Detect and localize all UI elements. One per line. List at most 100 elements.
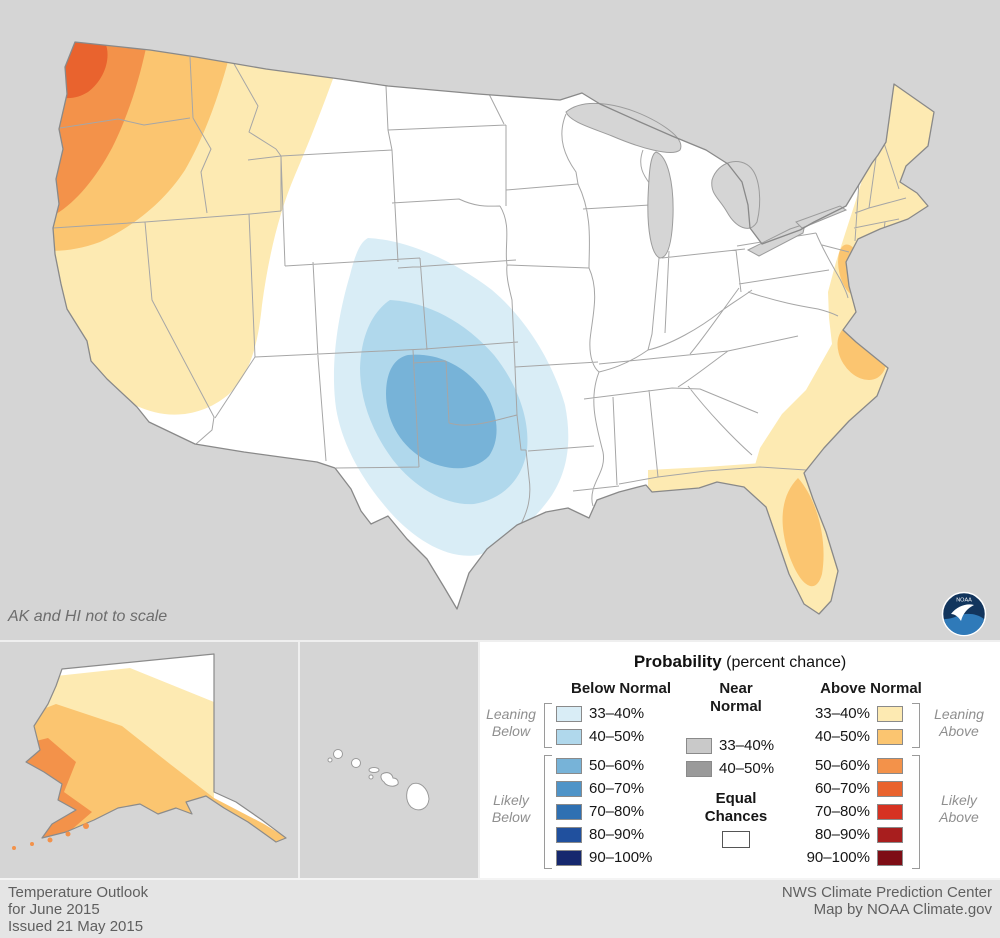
- hawaii-islands: [327, 749, 430, 811]
- footer-source: NWS Climate Prediction Center: [781, 884, 992, 901]
- hawaii-ocean: [300, 642, 478, 878]
- legend-row: 70–80%: [798, 800, 903, 823]
- swatch-near-33-40: [686, 737, 712, 754]
- lake-huron: [711, 161, 761, 229]
- noaa-bird-icon: [951, 604, 974, 621]
- legend-panel: Probability (percent chance) Below Norma…: [480, 640, 1000, 878]
- swatch-below-80-90: [556, 826, 582, 843]
- island-molokai: [368, 767, 380, 773]
- label-likely-above: Likely Above: [939, 792, 979, 825]
- legend-row: 40–50%: [686, 757, 774, 780]
- noaa-logo: NOAA: [941, 591, 987, 637]
- swatch-below-40-50: [556, 728, 582, 745]
- label-leaning-below: Leaning Below: [486, 706, 536, 739]
- noaa-logo-sea: [944, 613, 984, 635]
- island-kauai: [333, 749, 343, 759]
- footer-issued: Issued 21 May 2015: [8, 918, 144, 935]
- island-maui: [380, 772, 399, 787]
- swatch-above-33-40: [877, 705, 903, 722]
- island-oahu: [351, 758, 361, 768]
- hawaii-map: [300, 642, 478, 878]
- legend-header-near: Near Normal: [710, 680, 762, 715]
- swatch-below-70-80: [556, 803, 582, 820]
- legend-row: 50–60%: [798, 754, 903, 777]
- footer-period: for June 2015: [8, 901, 100, 918]
- range-label: 40–50%: [719, 760, 775, 777]
- swatch-equal-chances: [722, 831, 750, 848]
- swatch-above-40-50: [877, 728, 903, 745]
- swatch-above-50-60: [877, 757, 903, 774]
- noaa-logo-text: NOAA: [956, 598, 972, 604]
- legend-below-column: 33–40% 40–50% 50–60% 60–70% 70–80% 80–90…: [556, 702, 652, 869]
- equal-chances: Equal Chances: [676, 790, 796, 848]
- lake-michigan: [647, 151, 674, 259]
- label-leaning-above: Leaning Above: [934, 706, 984, 739]
- legend-above-column: 33–40% 40–50% 50–60% 60–70% 70–80% 80–90…: [798, 702, 903, 869]
- legend-title-word: Probability: [633, 652, 722, 671]
- footer-credit: Map by NOAA Climate.gov: [813, 901, 992, 918]
- legend-row: 70–80%: [556, 800, 652, 823]
- lake-ontario: [795, 205, 848, 229]
- swatch-below-90-100: [556, 849, 582, 866]
- state-borders: [53, 56, 907, 525]
- footer-right: NWS Climate Prediction Center Map by NOA…: [782, 884, 992, 934]
- alaska-inset: [0, 640, 300, 878]
- bracket-likely-below: [544, 755, 552, 869]
- region-above-40-50-florida: [782, 478, 824, 587]
- legend-row: 80–90%: [556, 823, 652, 846]
- bracket-leaning-below: [544, 703, 552, 748]
- legend-header-below: Below Normal: [570, 680, 672, 697]
- us-probability-map: [52, 41, 935, 615]
- legend-row: 33–40%: [798, 702, 903, 725]
- great-lakes: [565, 102, 848, 259]
- legend-near-column: 33–40% 40–50%: [686, 734, 774, 780]
- legend-row: 60–70%: [556, 777, 652, 800]
- range-label: 50–60%: [589, 757, 645, 774]
- footer: Temperature Outlook for June 2015 Issued…: [0, 878, 1000, 938]
- label-likely-below: Likely Below: [491, 792, 531, 825]
- legend-row: 60–70%: [798, 777, 903, 800]
- swatch-below-50-60: [556, 757, 582, 774]
- range-label: 70–80%: [589, 803, 645, 820]
- bracket-likely-above: [912, 755, 920, 869]
- swatch-near-40-50: [686, 760, 712, 777]
- range-label: 40–50%: [814, 728, 870, 745]
- conus-map-area: [52, 41, 935, 615]
- range-label: 60–70%: [589, 780, 645, 797]
- us-outline: [52, 41, 935, 615]
- alaska-outline: [25, 653, 287, 843]
- range-label: 90–100%: [806, 849, 870, 866]
- legend-title-suffix: (percent chance): [726, 654, 847, 671]
- legend-row: 90–100%: [556, 846, 652, 869]
- footer-left: Temperature Outlook for June 2015 Issued…: [8, 884, 149, 935]
- bottom-row: Probability (percent chance) Below Norma…: [0, 640, 1000, 878]
- lake-erie: [746, 223, 806, 257]
- swatch-above-60-70: [877, 780, 903, 797]
- footer-title: Temperature Outlook: [8, 884, 149, 901]
- legend-title: Probability (percent chance): [480, 652, 1000, 672]
- legend-header-above: Above Normal: [820, 680, 922, 697]
- swatch-below-33-40: [556, 705, 582, 722]
- range-label: 80–90%: [814, 826, 870, 843]
- alaska-map: [0, 642, 298, 878]
- island-lanai: [368, 774, 374, 780]
- aleutian-islands: [12, 823, 89, 850]
- range-label: 80–90%: [589, 826, 645, 843]
- range-label: 33–40%: [719, 737, 775, 754]
- swatch-above-80-90: [877, 826, 903, 843]
- legend-row: 33–40%: [556, 702, 652, 725]
- legend-row: 40–50%: [556, 725, 652, 748]
- legend-row: 50–60%: [556, 754, 652, 777]
- swatch-above-70-80: [877, 803, 903, 820]
- bracket-leaning-above: [912, 703, 920, 748]
- range-label: 90–100%: [589, 849, 653, 866]
- range-label: 33–40%: [814, 705, 870, 722]
- swatch-below-60-70: [556, 780, 582, 797]
- range-label: 60–70%: [814, 780, 870, 797]
- range-label: 33–40%: [589, 705, 645, 722]
- hawaii-inset: [300, 640, 480, 878]
- swatch-above-90-100: [877, 849, 903, 866]
- range-label: 40–50%: [589, 728, 645, 745]
- island-niihau: [327, 757, 333, 763]
